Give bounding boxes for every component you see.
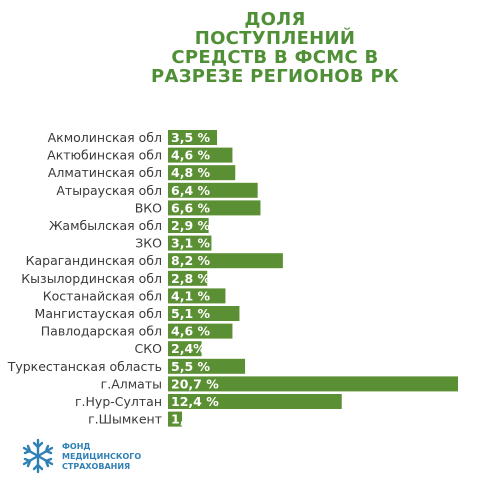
- value-label: 2,8 %: [171, 271, 210, 286]
- category-label: г.Шымкент: [88, 412, 162, 427]
- bar: [168, 165, 236, 181]
- logo-text-line: ФОНД: [62, 442, 91, 451]
- value-label: 5,1 %: [171, 306, 210, 321]
- chart-title-line: ПОСТУПЛЕНИЙ: [194, 28, 356, 49]
- bar: [168, 200, 261, 216]
- category-label: Алматинская обл: [48, 165, 162, 180]
- value-label: 5,5 %: [171, 359, 210, 374]
- value-label: 4,8 %: [171, 165, 210, 180]
- value-label: 4,1 %: [171, 288, 210, 303]
- category-label: Костанайская обл: [43, 288, 162, 303]
- value-label: 2,4%: [171, 341, 206, 356]
- category-label: Карагандинская обл: [26, 253, 162, 268]
- value-label: 3,1 %: [171, 236, 210, 251]
- bar: [168, 394, 342, 409]
- bar: [168, 358, 246, 374]
- category-label: ВКО: [135, 200, 162, 215]
- value-label: 20,7 %: [171, 376, 219, 391]
- value-label: 8,2 %: [171, 253, 210, 268]
- value-label: 4,6 %: [171, 148, 210, 163]
- bar: [168, 288, 226, 304]
- bar: [168, 130, 218, 145]
- fund-logo: ФОНД МЕДИЦИНСКОГО СТРАХОВАНИЯ: [18, 436, 178, 478]
- category-label: Кызылординская обл: [21, 271, 162, 286]
- value-label: 1,0 %: [171, 412, 210, 427]
- chart-title-line: ДОЛЯ: [244, 9, 306, 30]
- chart-title: ДОЛЯ ПОСТУПЛЕНИЙ СРЕДСТВ В ФСМС В РАЗРЕЗ…: [150, 10, 400, 86]
- value-label: 2,9 %: [171, 218, 210, 233]
- value-label: 6,6 %: [171, 200, 210, 215]
- bar: [168, 218, 209, 233]
- category-label: г.Нур-Султан: [75, 394, 162, 409]
- logo-text-line: СТРАХОВАНИЯ: [62, 462, 131, 471]
- logo-text-line: МЕДИЦИНСКОГО: [62, 452, 142, 461]
- category-label: Мангистауская обл: [35, 306, 162, 321]
- category-label: ЗКО: [135, 236, 162, 251]
- bar: [168, 182, 258, 198]
- bar: [168, 147, 233, 163]
- category-label: Акмолинская обл: [48, 130, 162, 145]
- bar: [168, 270, 208, 286]
- chart-title-line: СРЕДСТВ В ФСМС В: [171, 47, 379, 68]
- bar: [168, 341, 202, 357]
- category-label: Жамбылская обл: [49, 218, 162, 233]
- category-label: Павлодарская обл: [41, 324, 162, 339]
- category-label: г.Алматы: [101, 376, 162, 391]
- value-label: 12,4 %: [171, 394, 219, 409]
- category-label: Актюбинская обл: [47, 148, 162, 163]
- bar: [168, 323, 233, 339]
- chart-title-line: РАЗРЕЗЕ РЕГИОНОВ РК: [150, 66, 400, 87]
- value-label: 4,6 %: [171, 324, 210, 339]
- bar: [168, 235, 212, 251]
- value-label: 3,5 %: [171, 130, 210, 145]
- value-label: 6,4 %: [171, 183, 210, 198]
- bar: [168, 376, 458, 392]
- fund-logo-text: ФОНД МЕДИЦИНСКОГО СТРАХОВАНИЯ: [62, 442, 141, 472]
- category-label: Туркестанская область: [7, 359, 162, 374]
- bar: [168, 306, 240, 321]
- fsms-snowflake-logo-icon: [22, 438, 54, 474]
- category-label: Атырауская обл: [56, 183, 162, 198]
- category-label: СКО: [135, 341, 163, 356]
- bar: [168, 411, 183, 427]
- bar: [168, 253, 283, 269]
